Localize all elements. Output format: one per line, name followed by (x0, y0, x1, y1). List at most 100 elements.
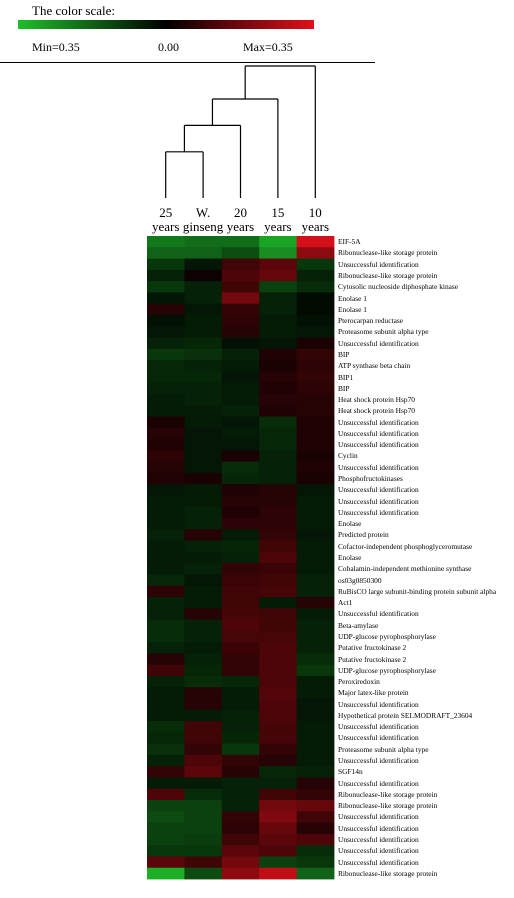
heatmap-cell (184, 450, 223, 463)
heatmap-cell (221, 416, 260, 429)
heatmap-cell (184, 675, 223, 688)
heatmap-cell (221, 687, 260, 699)
heatmap-cell (147, 427, 185, 440)
heatmap-cell (147, 585, 185, 598)
heatmap-cell (296, 518, 335, 530)
heatmap-cell (221, 800, 260, 812)
heatmap-cell (296, 732, 335, 745)
heatmap-cell (259, 698, 297, 711)
heatmap-cell (296, 721, 335, 733)
heatmap-cell (184, 540, 223, 553)
heatmap-cell (147, 303, 185, 316)
heatmap-cell (221, 574, 260, 587)
row-label: Putative fructokinase 2 (338, 654, 407, 664)
heatmap-cell (147, 247, 185, 259)
row-label: Unsuccessful identification (338, 259, 419, 269)
color-scale-max-label: Max=0.35 (243, 40, 293, 54)
heatmap-cell (259, 461, 297, 474)
heatmap-cell (184, 427, 223, 440)
heatmap-cell (147, 269, 185, 282)
heatmap-cell (296, 540, 335, 553)
heatmap-cell (296, 292, 335, 305)
heatmap-cell (296, 529, 335, 541)
heatmap-cell (147, 551, 185, 564)
heatmap-cell (259, 788, 297, 801)
heatmap-cell (147, 845, 185, 857)
heatmap-cell (221, 596, 260, 609)
heatmap-cell (221, 518, 260, 530)
heatmap-cell (184, 732, 223, 745)
heatmap-cell (221, 281, 260, 293)
row-label: Ribonuclease-like storage protein (338, 270, 438, 280)
row-label: Putative fructokinase 2 (338, 643, 407, 653)
heatmap-cell (147, 540, 185, 553)
heatmap-cell (184, 258, 223, 271)
heatmap-cell (221, 721, 260, 733)
heatmap-cell (147, 371, 185, 384)
heatmap-cell (147, 495, 185, 508)
heatmap-cell (259, 754, 297, 767)
heatmap-cell (147, 348, 185, 361)
heatmap-cell (147, 393, 185, 406)
column-label-line1: 15 (271, 205, 285, 220)
row-label: Unsuccessful identification (338, 338, 419, 348)
heatmap-cell (259, 540, 297, 553)
heatmap-cell (259, 721, 297, 733)
heatmap-cell (221, 653, 260, 666)
heatmap-cell (147, 563, 185, 575)
heatmap-cell (259, 348, 297, 361)
heatmap-cell (259, 393, 297, 406)
heatmap-cell (296, 822, 335, 835)
heatmap-cell (296, 258, 335, 271)
heatmap-cell (184, 788, 223, 801)
column-label-line1: 10 (308, 205, 322, 220)
heatmap-cell (221, 664, 260, 677)
row-label: EIF-5A (338, 237, 361, 247)
heatmap-cell (296, 427, 335, 440)
heatmap-cell (184, 326, 223, 338)
heatmap-cell (221, 822, 260, 835)
heatmap-cell (184, 585, 223, 598)
heatmap-cell (147, 439, 185, 451)
heatmap-cell (147, 777, 185, 790)
heatmap-cell (147, 574, 185, 587)
heatmap-cell (184, 766, 223, 778)
heatmap-cell (221, 563, 260, 575)
row-label: Predicted protein (338, 530, 389, 540)
row-label: Unsuccessful identification (338, 462, 419, 472)
heatmap-cell (296, 236, 335, 248)
row-label: Major latex-like protein (338, 688, 409, 698)
heatmap-cell (184, 687, 223, 699)
heatmap-cell (184, 247, 223, 259)
heatmap-cell (259, 664, 297, 677)
heatmap-cell (259, 743, 297, 756)
heatmap-cell (221, 788, 260, 801)
heatmap-cell (147, 732, 185, 745)
row-label: Unsuccessful identification (338, 428, 419, 438)
heatmap-cell (259, 337, 297, 350)
heatmap-cell (221, 303, 260, 316)
heatmap-cell (296, 777, 335, 790)
row-label: Peroxiredoxin (338, 677, 380, 687)
heatmap-cell (259, 360, 297, 372)
heatmap-cell (184, 630, 223, 643)
row-label: Unsuccessful identification (338, 835, 419, 845)
column-label: 20 years (219, 206, 263, 234)
row-label: Ribonuclease-like storage protein (338, 789, 438, 799)
heatmap-cell (296, 360, 335, 372)
heatmap-cell (221, 427, 260, 440)
heatmap-cell (221, 811, 260, 823)
heatmap-cell (184, 337, 223, 350)
row-label: Cytosolic nucleoside diphosphate kinase (338, 282, 459, 292)
heatmap-cell (296, 619, 335, 632)
heatmap-cell (184, 642, 223, 654)
row-label: Heat shock protein Hsp70 (338, 406, 415, 416)
heatmap-cell (296, 472, 335, 485)
heatmap-cell (296, 800, 335, 812)
heatmap-cell (184, 303, 223, 316)
column-label-line1: 20 (234, 205, 247, 220)
row-label: Unsuccessful identification (338, 699, 419, 709)
heatmap-cell (259, 269, 297, 282)
row-label: BIP (338, 349, 350, 359)
heatmap-cell (221, 754, 260, 767)
